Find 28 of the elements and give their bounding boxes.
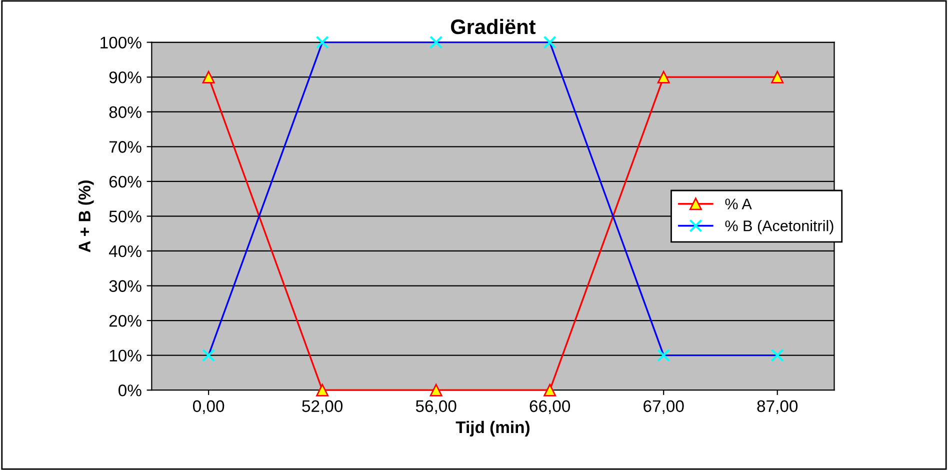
point <box>430 384 442 396</box>
x-tick-label: 87,00 <box>757 400 798 414</box>
y-tick-label: 60% <box>109 176 142 188</box>
y-tick-label: 50% <box>109 210 142 222</box>
y-tick-label: 90% <box>109 71 142 84</box>
y-tick-label: 30% <box>109 280 142 292</box>
x-axis-title: Tijd (min) <box>456 420 530 436</box>
y-tick-label: 80% <box>109 106 142 118</box>
y-tick-label: 100% <box>100 36 142 49</box>
legend-label: % B (Acetonitril) <box>725 220 834 234</box>
x-tick-label: 52,00 <box>302 400 343 414</box>
x-tick-label: 66,00 <box>530 400 570 414</box>
point <box>544 384 556 396</box>
x-tick-label: 56,00 <box>416 400 456 414</box>
y-tick-label: 10% <box>110 350 142 362</box>
point <box>771 70 784 84</box>
y-tick-label: 70% <box>109 141 142 153</box>
y-tick-label: 20% <box>109 314 142 327</box>
y-tick-label: 0% <box>118 384 142 396</box>
y-tick-label: 40% <box>108 245 142 258</box>
legend-label: % A <box>725 198 752 210</box>
x-tick-label: 67,00 <box>644 400 684 414</box>
point <box>316 384 329 396</box>
x-tick-label: 0,00 <box>192 400 224 414</box>
point <box>202 70 215 84</box>
chart-title: Gradiënt <box>450 18 536 34</box>
y-axis-title: A + B (%) <box>78 180 94 252</box>
point <box>657 70 670 84</box>
